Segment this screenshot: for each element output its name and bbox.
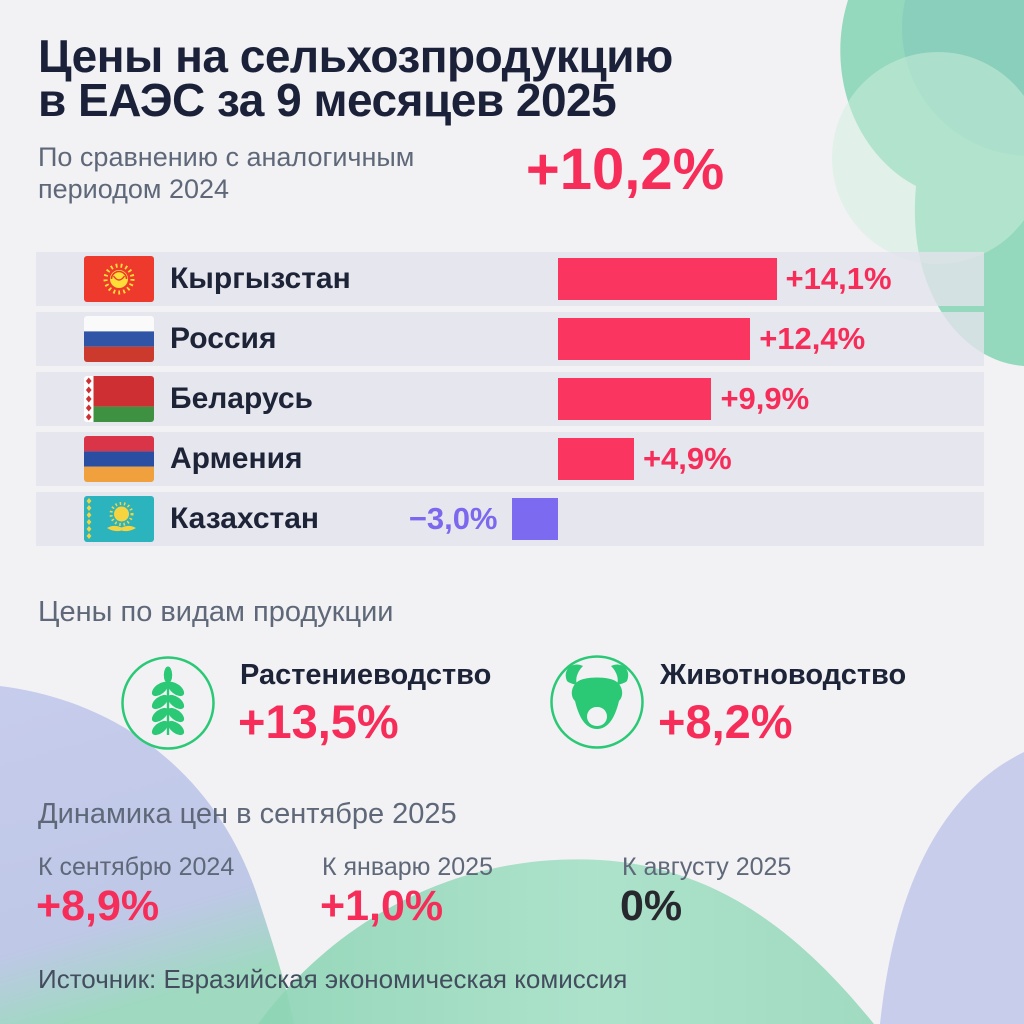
source-note: Источник: Евразийская экономическая коми… <box>38 964 628 994</box>
product-value-crops: +13,5% <box>238 695 399 748</box>
value-label: +9,9% <box>720 381 810 416</box>
bottom-green-wave <box>258 859 874 1024</box>
value-bar <box>558 378 712 420</box>
page-title-line2: в ЕАЭС за 9 месяцев 2025 <box>38 74 617 126</box>
country-row-belarus: Беларусь +9,9% <box>36 372 984 426</box>
bull-icon <box>550 655 644 749</box>
dynamics-value-2: +1,0% <box>320 882 444 930</box>
product-value-livestock: +8,2% <box>658 695 793 748</box>
country-row-armenia: Армения +4,9% <box>36 432 984 486</box>
country-name: Казахстан <box>170 502 320 535</box>
dynamics-label-3: К августу 2025 <box>622 853 792 881</box>
country-name: Россия <box>170 322 277 355</box>
comparison-note: По сравнению с аналогичным периодом 2024 <box>38 141 414 205</box>
country-row-russia: Россия +12,4% <box>36 312 984 366</box>
value-label: −3,0% <box>408 501 498 536</box>
armenia-flag-icon <box>84 436 154 482</box>
dynamics-heading: Динамика цен в сентябре 2025 <box>38 798 457 830</box>
dynamics-value-1: +8,9% <box>36 882 160 930</box>
country-row-kazakhstan: Казахстан −3,0% <box>36 492 984 546</box>
bottom-left-lavender-blob <box>0 686 294 1024</box>
product-name-crops: Растениеводство <box>240 659 492 691</box>
dynamics-value-3: 0% <box>620 882 683 930</box>
value-bar <box>511 498 558 540</box>
country-name: Кыргызстан <box>170 262 351 295</box>
value-label: +12,4% <box>759 321 866 356</box>
value-bar <box>558 258 777 300</box>
kyrgyzstan-flag-icon <box>84 256 154 302</box>
page-title: Цены на сельхозпродукцию в ЕАЭС за 9 мес… <box>38 30 673 126</box>
russia-flag-icon <box>84 316 154 362</box>
value-label: +4,9% <box>642 441 732 476</box>
value-label: +14,1% <box>785 261 892 296</box>
wheat-icon <box>121 656 215 750</box>
country-name: Беларусь <box>170 382 313 415</box>
value-bar <box>558 438 634 480</box>
dynamics-label-1: К сентябрю 2024 <box>38 853 235 881</box>
belarus-flag-icon <box>84 376 154 422</box>
top-right-mint-circle <box>832 52 1024 264</box>
country-name: Армения <box>170 442 303 475</box>
bottom-right-lavender-blob <box>880 752 1024 1024</box>
value-bar <box>558 318 751 360</box>
page-title-line1: Цены на сельхозпродукцию <box>38 30 673 82</box>
kazakhstan-flag-icon <box>84 496 154 542</box>
dynamics-label-2: К январю 2025 <box>322 853 493 881</box>
product-name-livestock: Животноводство <box>660 659 907 691</box>
products-heading: Цены по видам продукции <box>38 596 394 628</box>
overall-change-value: +10,2% <box>525 137 725 202</box>
comparison-note-line2: периодом 2024 <box>38 174 230 204</box>
comparison-note-line1: По сравнению с аналогичным <box>38 142 415 172</box>
country-row-kyrgyzstan: Кыргызстан +14,1% <box>36 252 984 306</box>
